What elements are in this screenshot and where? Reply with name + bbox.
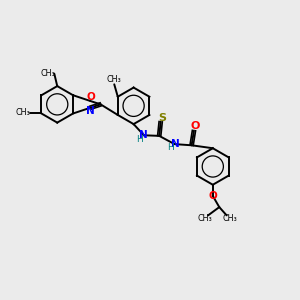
- Text: O: O: [86, 92, 95, 102]
- Text: N: N: [139, 130, 148, 140]
- Text: S: S: [158, 112, 166, 123]
- Text: N: N: [171, 139, 180, 149]
- Text: CH₃: CH₃: [107, 75, 122, 84]
- Text: O: O: [191, 122, 200, 131]
- Text: O: O: [208, 191, 217, 201]
- Text: H: H: [136, 135, 143, 144]
- Text: CH₃: CH₃: [197, 214, 212, 224]
- Text: CH₃: CH₃: [16, 108, 31, 117]
- Text: CH₃: CH₃: [40, 69, 55, 78]
- Text: CH₃: CH₃: [223, 214, 238, 224]
- Text: N: N: [86, 106, 95, 116]
- Text: H: H: [168, 143, 174, 152]
